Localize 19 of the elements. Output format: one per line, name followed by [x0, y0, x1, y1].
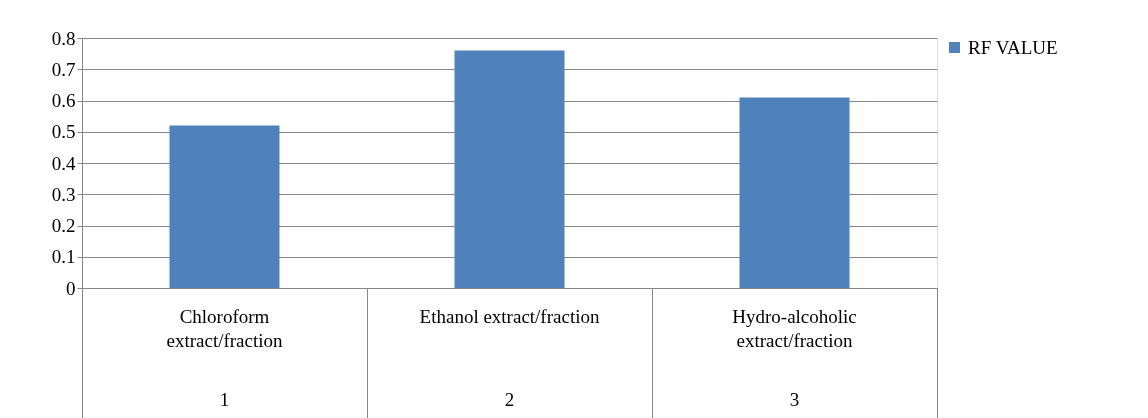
text: 3 [789, 389, 800, 410]
y-tick-label: 0.5 [51, 121, 76, 143]
x-tick-label: Hydro-alcoholic extract/fraction [732, 306, 857, 351]
text: 2 [504, 389, 515, 410]
y-tick-label: 0.1 [51, 246, 76, 268]
y-tick-label: 0.7 [51, 58, 76, 80]
y-tick-label: 0.4 [51, 152, 76, 174]
y-tick-label: 0.2 [51, 215, 76, 236]
y-tick-label: 0.3 [51, 183, 76, 205]
y-tick-label: 0.8 [51, 27, 76, 49]
y-tick-label: 0 [66, 277, 76, 299]
y-tick-label: 0.6 [51, 90, 76, 111]
x-tick-label: Ethanol extract/fraction [419, 306, 600, 327]
x-tick-label: Chloroform extract/fraction [166, 306, 284, 351]
legend-label: RF VALUE [968, 36, 1058, 58]
bar [739, 97, 850, 288]
text: 1 [219, 389, 230, 410]
bar [169, 125, 280, 288]
bar [454, 50, 565, 288]
